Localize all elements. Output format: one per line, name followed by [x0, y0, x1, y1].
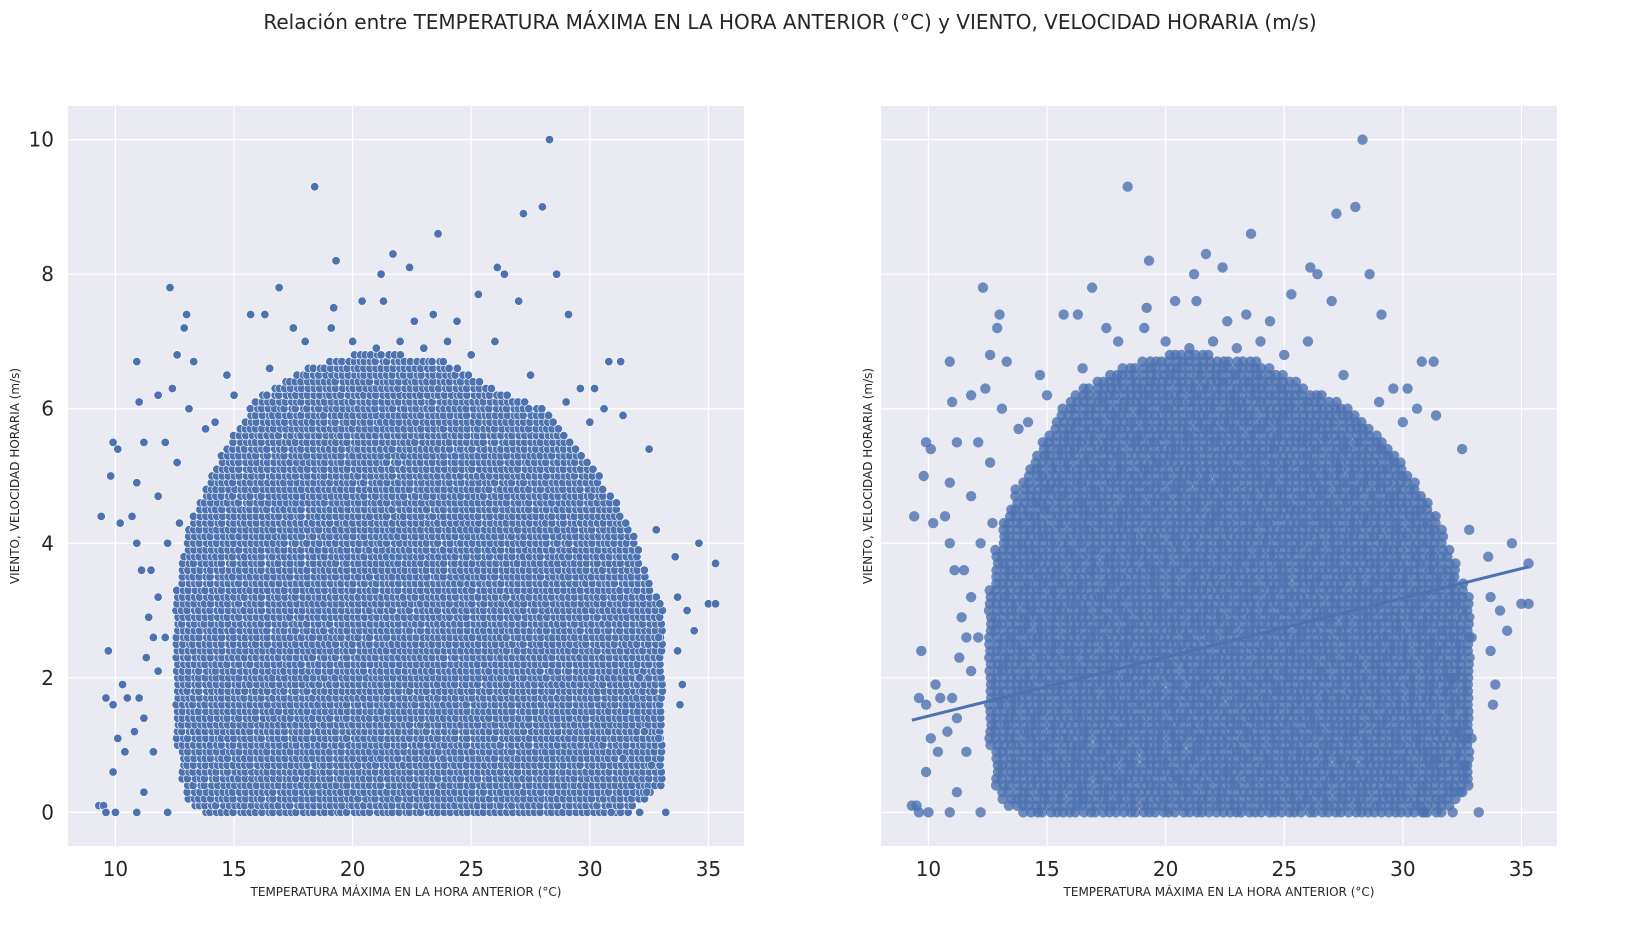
scatter-points [94, 135, 721, 817]
y-tick-label: 2 [41, 666, 54, 690]
y-axis-label: VIENTO, VELOCIDAD HORARIA (m/s) [8, 368, 22, 584]
data-point [438, 357, 448, 367]
data-point [598, 484, 608, 494]
y-tick-label: 4 [41, 531, 54, 555]
data-point [474, 377, 484, 387]
x-tick-label: 25 [459, 857, 484, 881]
data-point [576, 451, 586, 461]
data-point [537, 404, 547, 414]
y-tick-label: 6 [41, 397, 54, 421]
data-point [605, 491, 615, 501]
data-point [444, 363, 454, 373]
data-point [594, 471, 604, 481]
subplot-1: 10 15 20 25 30 35 0 2 4 6 8 10 TEMPERATURA MÁXIMA EN… [8, 106, 744, 899]
data-point [639, 565, 649, 575]
data-point [565, 437, 575, 447]
y-tick-label: 0 [41, 800, 54, 824]
plots-group: 10 15 20 25 30 35 0 2 4 6 8 10 TEMPERATURA MÁXIMA EN… [8, 106, 1557, 899]
data-point [553, 424, 563, 434]
figure-title: Relación entre TEMPERATURA MÁXIMA EN LA … [263, 10, 1316, 34]
data-point [611, 498, 621, 508]
x-tick-label: 20 [340, 857, 365, 881]
x-tick-label: 10 [103, 857, 128, 881]
data-point [262, 390, 272, 400]
data-point [633, 545, 643, 555]
x-tick-label: 15 [221, 857, 246, 881]
data-point [582, 458, 592, 468]
x-tick-label: 35 [696, 857, 721, 881]
x-tick-label: 30 [577, 857, 602, 881]
y-tick-label: 10 [29, 128, 54, 152]
data-point [588, 464, 598, 474]
data-point [427, 357, 437, 367]
data-point [524, 404, 534, 414]
data-point [486, 384, 496, 394]
x-axis-label: TEMPERATURA MÁXIMA EN LA HORA ANTERIOR (… [250, 884, 562, 899]
data-point [571, 444, 581, 454]
data-point [629, 532, 639, 542]
data-point [621, 518, 631, 528]
y-tick-label: 8 [41, 262, 54, 286]
data-point [559, 431, 569, 441]
data-point [615, 511, 625, 521]
data-point [452, 363, 462, 373]
